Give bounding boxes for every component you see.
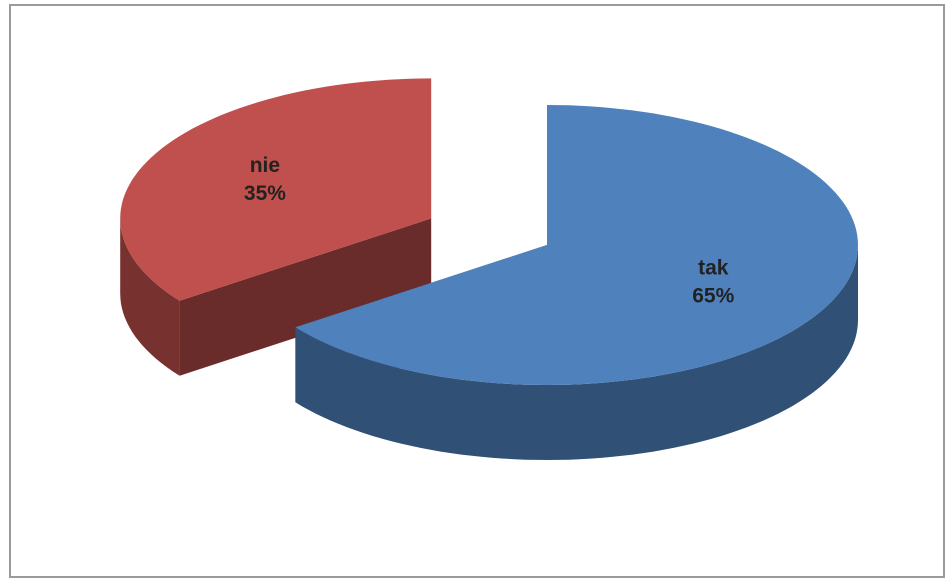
- slice-label: nie: [250, 154, 280, 177]
- pie-slice: [295, 105, 858, 460]
- slice-value-label: 35%: [244, 182, 286, 205]
- slice-top: [295, 105, 858, 385]
- slice-side: [295, 245, 858, 460]
- slice-top: [120, 78, 432, 301]
- slice-label: tak: [698, 257, 729, 280]
- pie-slice: [120, 78, 432, 376]
- slice-side: [120, 218, 180, 376]
- slice-value-label: 65%: [692, 285, 734, 308]
- slice-cut-face: [179, 218, 432, 376]
